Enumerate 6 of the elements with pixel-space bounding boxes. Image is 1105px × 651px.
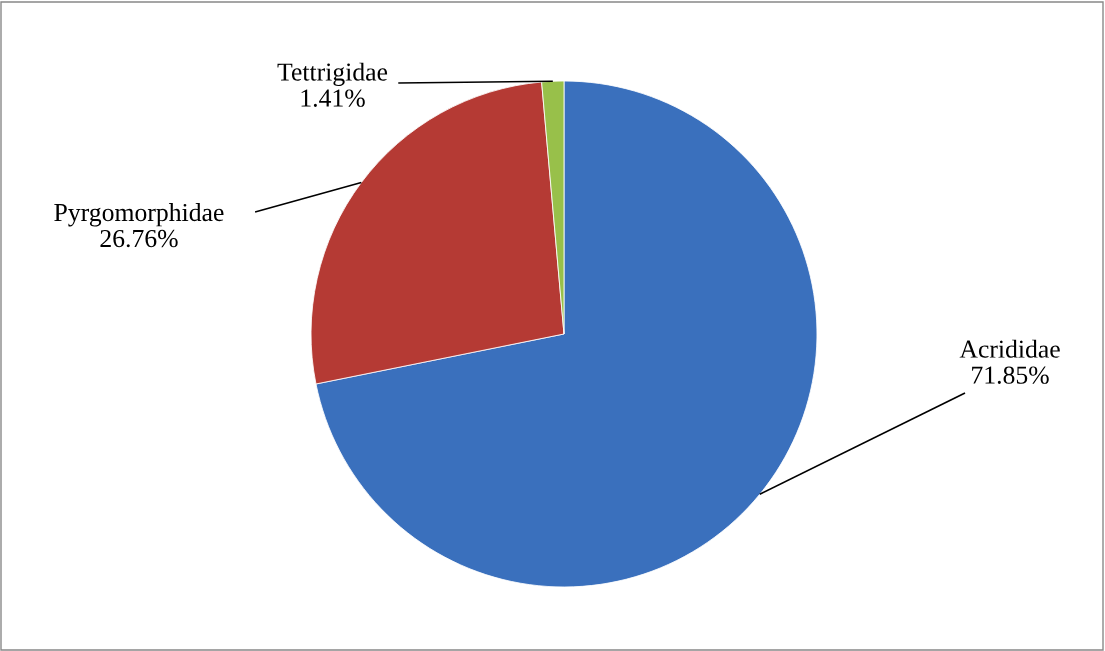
- data-label: 1.41%: [301, 89, 365, 107]
- slice-label: Tettrigidae: [277, 62, 388, 87]
- data-label: 26.76%: [100, 229, 178, 248]
- slice-label: Acrididae: [959, 339, 1060, 358]
- slice-label: Pyrgomorphidae: [54, 203, 224, 227]
- data-label: 71.85%: [972, 366, 1049, 384]
